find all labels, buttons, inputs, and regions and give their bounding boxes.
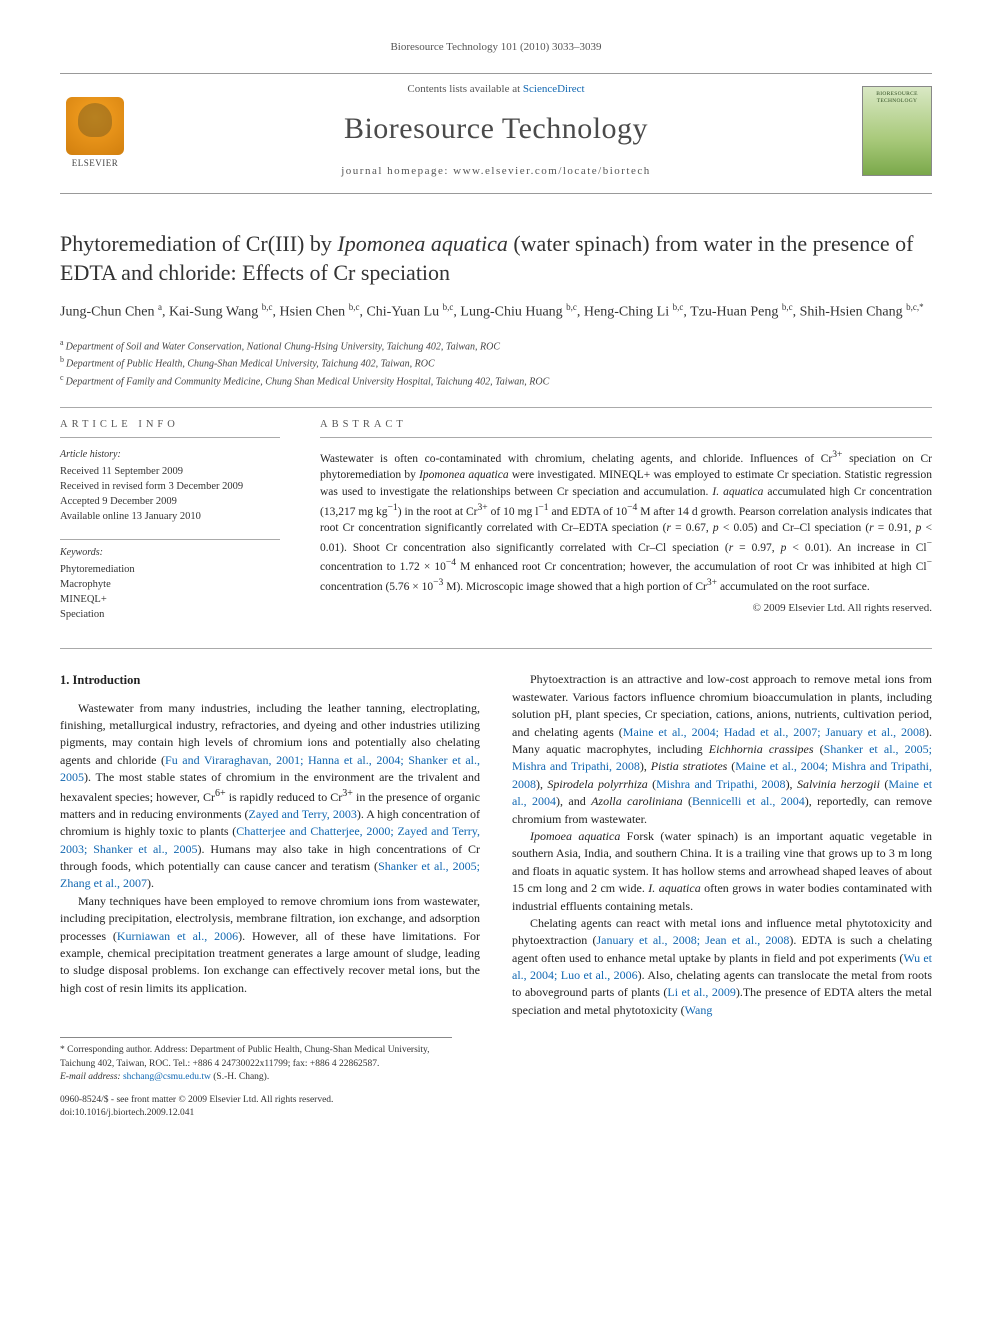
homepage-prefix: journal homepage:: [341, 165, 453, 177]
running-head: Bioresource Technology 101 (2010) 3033–3…: [60, 40, 932, 55]
paragraph: Phytoextraction is an attractive and low…: [512, 671, 932, 828]
email-label: E-mail address:: [60, 1072, 123, 1082]
homepage-line: journal homepage: www.elsevier.com/locat…: [130, 164, 862, 179]
copyright: © 2009 Elsevier Ltd. All rights reserved…: [320, 601, 932, 616]
abstract-head: ABSTRACT: [320, 418, 932, 433]
affiliation-c: cDepartment of Family and Community Medi…: [60, 372, 932, 389]
aff-text: Department of Public Health, Chung-Shan …: [66, 359, 435, 370]
masthead: ELSEVIER Contents lists available at Sci…: [60, 73, 932, 194]
keyword: Macrophyte: [60, 577, 280, 592]
corresponding-author: * Corresponding author. Address: Departm…: [60, 1044, 452, 1071]
cover-thumb-title: BIORESOURCE TECHNOLOGY: [863, 91, 931, 106]
paragraph: Many techniques have been employed to re…: [60, 893, 480, 997]
contents-prefix: Contents lists available at: [407, 83, 522, 95]
paragraph: Wastewater from many industries, includi…: [60, 700, 480, 893]
elsevier-logo: ELSEVIER: [60, 92, 130, 170]
elsevier-label: ELSEVIER: [72, 157, 119, 170]
email-suffix: (S.-H. Chang).: [211, 1072, 269, 1082]
footer-left: 0960-8524/$ - see front matter © 2009 El…: [60, 1094, 333, 1121]
history-item: Available online 13 January 2010: [60, 509, 280, 524]
keyword: Phytoremediation: [60, 562, 280, 577]
authors: Jung-Chun Chen a, Kai-Sung Wang b,c, Hsi…: [60, 301, 932, 323]
article-info-column: ARTICLE INFO Article history: Received 1…: [60, 418, 280, 622]
abstract-column: ABSTRACT Wastewater is often co-contamin…: [320, 418, 932, 622]
info-row: ARTICLE INFO Article history: Received 1…: [60, 418, 932, 622]
history-label: Article history:: [60, 448, 280, 462]
paragraph: Chelating agents can react with metal io…: [512, 915, 932, 1019]
masthead-center: Contents lists available at ScienceDirec…: [130, 82, 862, 179]
footer: 0960-8524/$ - see front matter © 2009 El…: [60, 1094, 932, 1121]
journal-name: Bioresource Technology: [130, 108, 862, 150]
affiliation-a: aDepartment of Soil and Water Conservati…: [60, 337, 932, 354]
affiliation-b: bDepartment of Public Health, Chung-Shan…: [60, 354, 932, 371]
sciencedirect-link[interactable]: ScienceDirect: [523, 83, 585, 95]
aff-text: Department of Family and Community Medic…: [66, 376, 550, 387]
abstract-text: Wastewater is often co-contaminated with…: [320, 448, 932, 596]
history-item: Received 11 September 2009: [60, 464, 280, 479]
affiliations: aDepartment of Soil and Water Conservati…: [60, 337, 932, 389]
aff-text: Department of Soil and Water Conservatio…: [66, 341, 500, 352]
divider: [320, 437, 932, 438]
aff-sup: b: [60, 355, 64, 364]
article-title: Phytoremediation of Cr(III) by Ipomonea …: [60, 230, 932, 287]
journal-cover-thumb: BIORESOURCE TECHNOLOGY: [862, 86, 932, 176]
keyword: Speciation: [60, 607, 280, 622]
body-columns: 1. Introduction Wastewater from many ind…: [60, 648, 932, 1019]
footnotes: * Corresponding author. Address: Departm…: [60, 1037, 452, 1084]
email-line: E-mail address: shchang@csmu.edu.tw (S.-…: [60, 1071, 452, 1084]
keyword: MINEQL+: [60, 592, 280, 607]
history-item: Accepted 9 December 2009: [60, 494, 280, 509]
paragraph: Ipomoea aquatica Forsk (water spinach) i…: [512, 828, 932, 915]
divider: [60, 407, 932, 408]
section-head-intro: 1. Introduction: [60, 671, 480, 689]
history-item: Received in revised form 3 December 2009: [60, 479, 280, 494]
divider: [60, 437, 280, 438]
aff-sup: c: [60, 373, 64, 382]
doi: doi:10.1016/j.biortech.2009.12.041: [60, 1107, 333, 1120]
contents-line: Contents lists available at ScienceDirec…: [130, 82, 862, 97]
elsevier-tree-icon: [66, 97, 124, 155]
keywords-label: Keywords:: [60, 539, 280, 560]
front-matter: 0960-8524/$ - see front matter © 2009 El…: [60, 1094, 333, 1107]
homepage-url[interactable]: www.elsevier.com/locate/biortech: [453, 165, 651, 177]
article-info-head: ARTICLE INFO: [60, 418, 280, 433]
keywords: Phytoremediation Macrophyte MINEQL+ Spec…: [60, 562, 280, 623]
aff-sup: a: [60, 338, 64, 347]
history: Received 11 September 2009 Received in r…: [60, 464, 280, 525]
email-link[interactable]: shchang@csmu.edu.tw: [123, 1072, 211, 1082]
